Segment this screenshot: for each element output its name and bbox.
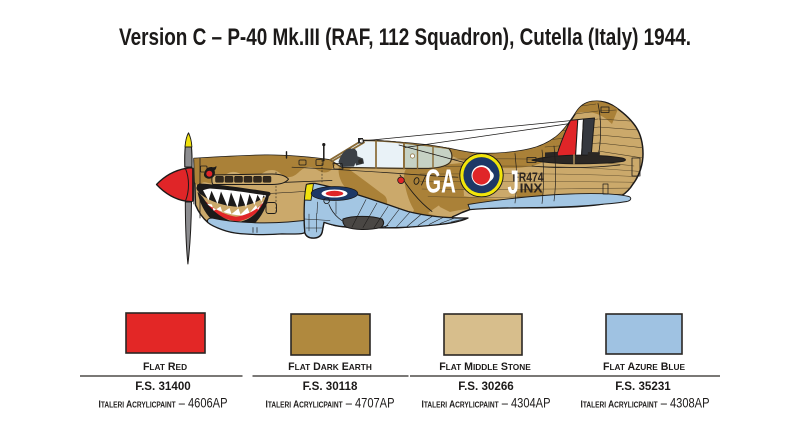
svg-text:ITALERI ACRYLICPAINT – 4304AP: ITALERI ACRYLICPAINT – 4304AP xyxy=(422,396,551,411)
svg-text:FLAT RED: FLAT RED xyxy=(143,361,187,373)
svg-text:F.S. 35231: F.S. 35231 xyxy=(615,380,671,393)
svg-text:FLAT DARK EARTH: FLAT DARK EARTH xyxy=(288,361,372,373)
svg-text:F.S. 30266: F.S. 30266 xyxy=(458,380,514,393)
svg-text:J: J xyxy=(508,164,520,201)
svg-text:FLAT MIDDLE STONE: FLAT MIDDLE STONE xyxy=(439,361,531,373)
svg-text:ITALERI ACRYLICPAINT – 4707AP: ITALERI ACRYLICPAINT – 4707AP xyxy=(266,396,395,411)
svg-text:Version C – P-40 Mk.III (RAF,: Version C – P-40 Mk.III (RAF, 112 Squadr… xyxy=(119,24,691,51)
svg-text:FR474: FR474 xyxy=(513,169,545,184)
svg-text:GA: GA xyxy=(425,163,456,200)
svg-text:FLAT AZURE BLUE: FLAT AZURE BLUE xyxy=(603,361,685,373)
svg-text:INX: INX xyxy=(520,182,543,196)
svg-text:F.S. 31400: F.S. 31400 xyxy=(135,380,190,393)
svg-text:ITALERI ACRYLICPAINT – 4606AP: ITALERI ACRYLICPAINT – 4606AP xyxy=(99,396,228,411)
svg-text:F.S. 30118: F.S. 30118 xyxy=(303,380,358,393)
svg-text:ITALERI ACRYLICPAINT – 4308AP: ITALERI ACRYLICPAINT – 4308AP xyxy=(581,396,710,411)
